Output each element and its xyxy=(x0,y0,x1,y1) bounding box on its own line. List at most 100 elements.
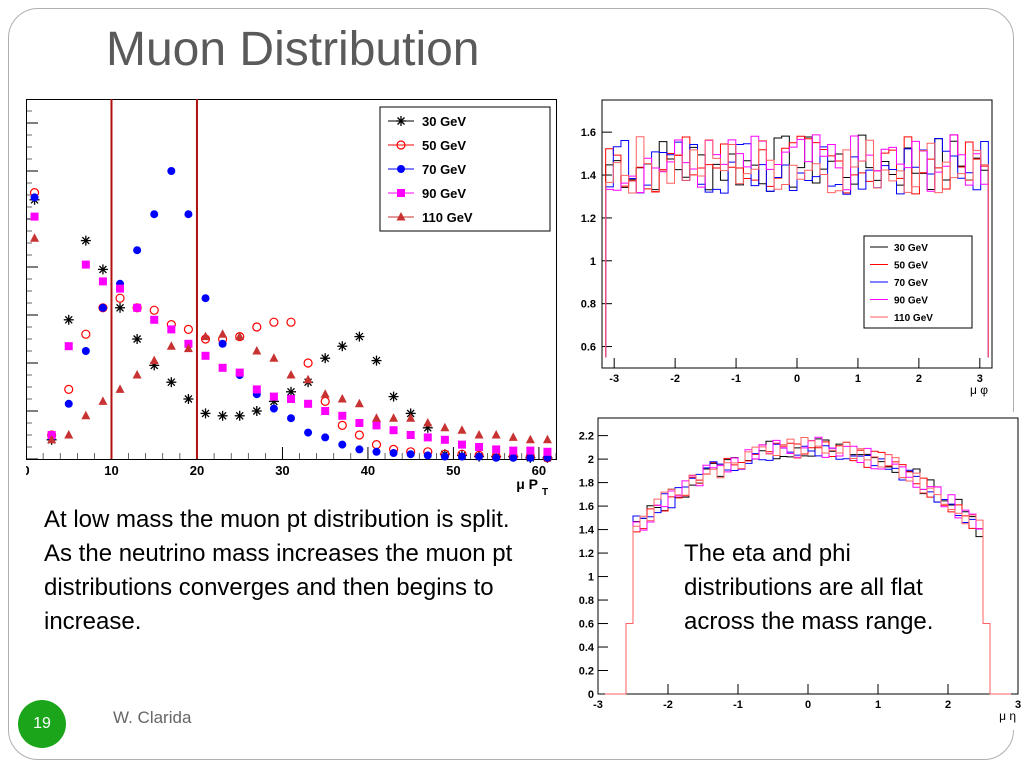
pt-xtick-label: 10 xyxy=(104,463,118,478)
pt-data-point xyxy=(508,432,518,441)
author-label: W. Clarida xyxy=(113,708,192,727)
pt-data-point xyxy=(389,449,398,457)
phi-xtick-label: -2 xyxy=(670,373,680,385)
pt-xaxis-subscript: T xyxy=(542,487,548,498)
pt-data-point xyxy=(286,370,296,379)
pt-data-point xyxy=(133,303,142,312)
eta-ytick-label: 2 xyxy=(588,454,594,466)
pt-data-point xyxy=(251,406,262,416)
pt-data-point xyxy=(372,447,381,456)
pt-data-point xyxy=(269,392,278,401)
pt-xtick-label: 30 xyxy=(275,463,289,478)
pt-data-point xyxy=(371,440,382,450)
pt-legend-marker xyxy=(396,212,406,221)
pt-data-point xyxy=(81,347,90,355)
pt-data-point xyxy=(354,398,364,408)
pt-data-point xyxy=(286,317,296,327)
pt-data-point xyxy=(406,431,415,439)
pt-legend-label: 30 GeV xyxy=(422,114,466,129)
phi-legend-label: 50 GeV xyxy=(894,261,928,272)
phi-xtick-label: 0 xyxy=(794,373,800,385)
page-number-badge: 19 xyxy=(18,700,66,748)
phi-chart-panel: 0.6 0.8 1 1.2 1.4 1.6 -3 -2 -1 0 1 2 3 μ φ 30 GeV 50 Ge… xyxy=(566,96,998,402)
pt-data-point xyxy=(115,293,125,303)
pt-data-point xyxy=(354,331,365,342)
pt-data-point xyxy=(63,314,74,325)
pt-data-point xyxy=(234,410,245,421)
pt-data-point xyxy=(201,294,210,303)
pt-data-point xyxy=(166,341,176,350)
pt-data-point xyxy=(115,384,125,393)
pt-data-point xyxy=(440,422,450,432)
eta-xtick-label: -2 xyxy=(663,699,673,711)
pt-data-point xyxy=(269,353,279,362)
pt-data-point xyxy=(64,384,74,394)
phi-legend-label: 110 GeV xyxy=(894,313,933,324)
eta-histogram-line xyxy=(605,436,1011,695)
pt-data-point xyxy=(167,325,176,334)
eta-ytick-label: 0.4 xyxy=(579,642,595,654)
pt-xtick-label: 40 xyxy=(361,463,375,478)
pt-data-point xyxy=(406,450,415,459)
pt-data-point xyxy=(64,399,73,408)
phi-xtick-label: 1 xyxy=(855,373,861,385)
eta-histogram-line xyxy=(605,436,1011,695)
phi-ytick-label: 1.2 xyxy=(581,213,596,225)
pt-xtick-label: 60 xyxy=(532,463,546,478)
pt-data-point xyxy=(269,404,278,413)
pt-data-point xyxy=(80,235,91,246)
pt-data-point xyxy=(218,339,227,348)
pt-data-point xyxy=(150,210,159,219)
pt-data-point xyxy=(98,277,107,286)
pt-data-point xyxy=(287,395,295,403)
pt-data-point xyxy=(457,440,466,449)
eta-xaxis-label: μ η xyxy=(999,709,1016,723)
pt-xaxis-label: μ P xyxy=(516,476,538,492)
pt-data-point xyxy=(372,421,381,430)
pt-data-point xyxy=(81,329,91,339)
pt-data-point xyxy=(320,396,330,406)
pt-data-point xyxy=(98,396,108,405)
pt-data-point xyxy=(509,446,518,455)
pt-data-point xyxy=(30,193,39,202)
phi-xtick-label: -1 xyxy=(731,373,741,385)
pt-data-point xyxy=(457,452,466,461)
pt-data-point xyxy=(132,370,142,379)
eta-xtick-label: 3 xyxy=(1015,699,1021,711)
pt-data-point xyxy=(287,414,295,423)
eta-ytick-label: 0.8 xyxy=(579,595,594,607)
pt-data-point xyxy=(81,410,91,420)
pt-data-point xyxy=(457,425,467,434)
pt-data-point xyxy=(474,430,484,439)
pt-data-point xyxy=(97,264,108,275)
eta-chart: 0 0.2 0.4 0.6 0.8 1 1.2 1.4 1.6 1.8 2 2.2 -3 -2 -1 0 1 2 3… xyxy=(579,417,1021,723)
pt-data-point xyxy=(440,452,449,461)
pt-data-point xyxy=(183,343,193,353)
phi-ytick-label: 0.6 xyxy=(581,342,596,354)
pt-data-point xyxy=(304,428,313,437)
phi-xtick-label: -3 xyxy=(609,373,619,385)
pt-data-point xyxy=(526,446,535,455)
pt-data-point xyxy=(389,413,399,422)
pt-legend-label: 70 GeV xyxy=(422,162,466,177)
phi-chart: 0.6 0.8 1 1.2 1.4 1.6 -3 -2 -1 0 1 2 3μ φ 30 GeV 50 Ge… xyxy=(581,99,993,397)
pt-data-point xyxy=(423,418,433,427)
pt-data-point xyxy=(371,413,381,422)
eta-ytick-label: 2.2 xyxy=(579,431,594,443)
pt-data-point xyxy=(167,167,176,175)
pt-data-point xyxy=(30,233,40,242)
right-caption: The eta and phi distributions are all fl… xyxy=(684,540,934,635)
pt-data-point xyxy=(201,351,210,360)
pt-data-point xyxy=(320,389,330,398)
pt-data-point xyxy=(98,303,107,312)
pt-data-point xyxy=(354,430,364,440)
eta-ytick-label: 0.6 xyxy=(579,619,594,631)
phi-ytick-label: 1.6 xyxy=(581,127,596,139)
phi-legend-label: 90 GeV xyxy=(894,296,928,307)
eta-chart-panel: 0 0.2 0.4 0.6 0.8 1 1.2 1.4 1.6 1.8 2 2.2 -3 -2 -1 0 1 2 3… xyxy=(566,412,1024,730)
phi-legend-label: 70 GeV xyxy=(894,278,928,289)
pt-data-point xyxy=(30,212,39,221)
pt-xtick-label: 0 xyxy=(26,463,30,478)
eta-ytick-label: 1 xyxy=(588,572,594,584)
